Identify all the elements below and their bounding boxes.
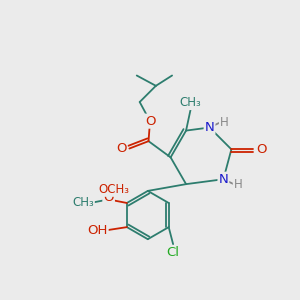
Text: O: O <box>103 191 114 205</box>
Text: Cl: Cl <box>167 246 180 259</box>
Text: N: N <box>218 173 228 186</box>
Text: OCH₃: OCH₃ <box>98 183 129 196</box>
Text: CH₃: CH₃ <box>180 96 201 109</box>
Text: CH₃: CH₃ <box>72 196 94 209</box>
Text: H: H <box>234 178 242 191</box>
Text: H: H <box>220 116 229 129</box>
Text: O: O <box>116 142 126 155</box>
Text: O: O <box>145 115 155 128</box>
Text: OH: OH <box>87 224 108 237</box>
Text: O: O <box>256 143 267 156</box>
Text: N: N <box>205 121 214 134</box>
